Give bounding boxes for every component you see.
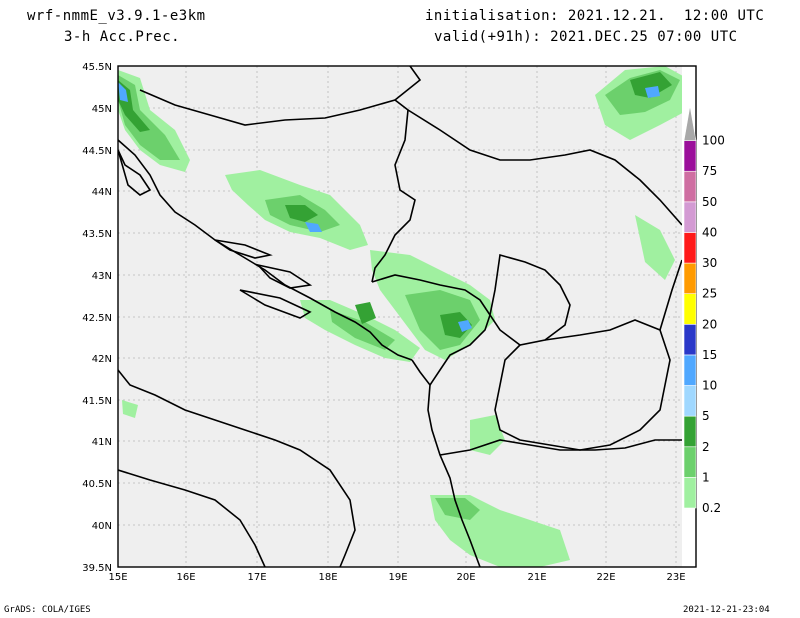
colorbar-label: 1 xyxy=(702,470,710,484)
colorbar-segment xyxy=(683,293,697,325)
colorbar-segment xyxy=(683,446,697,478)
lat-axis: 45.5N 45N 44.5N 44N 43.5N 43N 42.5N 42N … xyxy=(82,62,112,574)
precip-blue-nw xyxy=(118,82,128,102)
lon-axis: 15E 16E 17E 18E 19E 20E 21E 22E 23E xyxy=(108,572,685,583)
dalmatian-island-1 xyxy=(214,239,273,259)
colorbar-segment xyxy=(683,354,697,386)
precip-heavy-ne xyxy=(630,72,672,98)
colorbar-segment xyxy=(683,324,697,356)
colorbar-label: 15 xyxy=(702,348,717,362)
lat-label: 43N xyxy=(92,271,112,282)
lat-label: 42.5N xyxy=(82,313,112,324)
lat-label: 40.5N xyxy=(82,479,112,490)
colorbar-segment xyxy=(683,170,697,203)
precip-heavy-dinaric xyxy=(285,205,318,222)
italy-coastline xyxy=(118,369,356,567)
precip-heavy-montenegro xyxy=(440,312,472,338)
colorbar-segment xyxy=(683,262,697,294)
colorbar-segment xyxy=(683,232,697,264)
boundaries xyxy=(118,66,682,567)
dalmatian-island-2 xyxy=(255,263,313,289)
lat-label: 45.5N xyxy=(82,62,112,73)
precip-patch-small xyxy=(122,400,138,418)
precip-core-nw xyxy=(118,75,180,160)
montenegro-border xyxy=(371,274,491,386)
lon-label: 17E xyxy=(247,572,266,583)
precip-patch-east xyxy=(635,215,675,280)
colorbar-label: 20 xyxy=(702,317,717,331)
precip-core-coast xyxy=(330,310,395,350)
init-time: initialisation: 2021.12.21. 12:00 UTC xyxy=(425,8,765,24)
precip-heavy-coast xyxy=(355,302,376,324)
colorbar-label: 100 xyxy=(702,134,725,148)
field-name: 3-h Acc.Prec. xyxy=(64,29,181,45)
colorbar-label: 2 xyxy=(702,440,710,454)
macedonia-border xyxy=(494,319,671,451)
lat-label: 42N xyxy=(92,354,112,365)
colorbar-segment xyxy=(683,477,697,509)
greece-border xyxy=(439,439,682,456)
precip-blue-dinaric xyxy=(305,222,322,232)
precip-blue-ne xyxy=(645,86,660,98)
colorbar-label: 40 xyxy=(702,225,717,239)
adriatic-coastline xyxy=(118,139,413,361)
colorbar-label: 10 xyxy=(702,379,717,393)
lon-label: 21E xyxy=(527,572,546,583)
colorbar-label: 50 xyxy=(702,195,717,209)
footer-timestamp: 2021-12-21-23:04 xyxy=(683,605,770,615)
lon-label: 20E xyxy=(456,572,475,583)
colorbar-label: 0.2 xyxy=(702,501,721,515)
lat-label: 43.5N xyxy=(82,229,112,240)
lat-label: 41.5N xyxy=(82,396,112,407)
lat-label: 39.5N xyxy=(82,563,112,574)
kosovo-border xyxy=(489,253,571,346)
colorbar-segment xyxy=(683,385,697,417)
north-istria xyxy=(118,149,152,196)
valid-time: valid(+91h): 2021.DEC.25 07:00 UTC xyxy=(434,29,738,45)
bulgaria-border xyxy=(659,259,682,331)
colorbar-label: 25 xyxy=(702,287,717,301)
colorbar-segment xyxy=(683,105,697,141)
lon-label: 15E xyxy=(108,572,127,583)
croatia-border xyxy=(139,89,416,283)
lon-label: 16E xyxy=(176,572,195,583)
lon-label: 23E xyxy=(666,572,685,583)
colorbar-label: 30 xyxy=(702,256,717,270)
lat-label: 41N xyxy=(92,437,112,448)
colorbar-label: 5 xyxy=(702,409,710,423)
colorbar-segment xyxy=(683,415,697,448)
serbia-border xyxy=(407,109,682,226)
bosnia-serbia-border xyxy=(394,66,422,101)
lat-label: 44N xyxy=(92,187,112,198)
precipitation-areas xyxy=(118,66,682,567)
colorbar-segment xyxy=(683,201,697,233)
lon-label: 22E xyxy=(596,572,615,583)
lat-label: 40N xyxy=(92,521,112,532)
model-name: wrf-nmmE_v3.9.1-e3km xyxy=(27,8,206,24)
lat-label: 44.5N xyxy=(82,146,112,157)
lon-label: 18E xyxy=(318,572,337,583)
dalmatian-island-3 xyxy=(239,289,312,319)
precip-patch-albania xyxy=(470,415,505,455)
precip-blue-montenegro xyxy=(458,320,472,332)
footer-credit: GrADS: COLA/IGES xyxy=(4,605,91,615)
colorbar-label: 75 xyxy=(702,164,717,178)
lat-label: 45N xyxy=(92,104,112,115)
colorbar-segment xyxy=(683,140,697,172)
italy-south-coast xyxy=(118,469,266,567)
lon-label: 19E xyxy=(388,572,407,583)
